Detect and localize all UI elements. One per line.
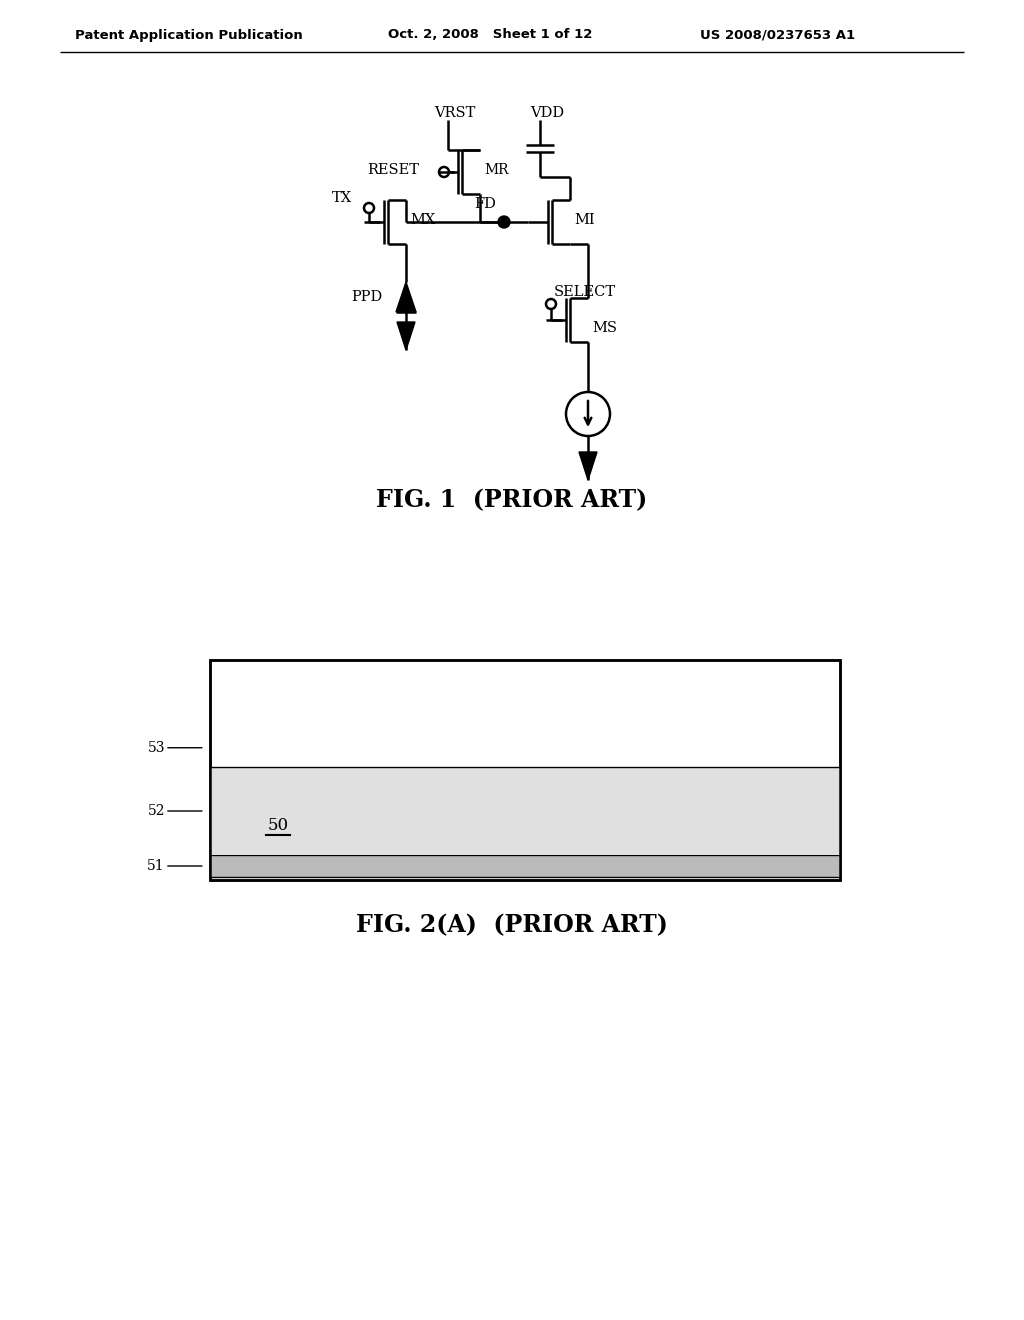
- Text: MR: MR: [484, 162, 509, 177]
- Text: TX: TX: [332, 191, 352, 205]
- Text: FD: FD: [474, 197, 496, 211]
- Polygon shape: [579, 451, 597, 480]
- Bar: [210, 660, 840, 880]
- Text: FIG. 2(A)  (PRIOR ART): FIG. 2(A) (PRIOR ART): [356, 913, 668, 937]
- Text: 53: 53: [147, 741, 202, 755]
- Text: 52: 52: [147, 804, 202, 818]
- Polygon shape: [396, 282, 416, 312]
- Text: Patent Application Publication: Patent Application Publication: [75, 29, 303, 41]
- Text: 50: 50: [267, 817, 289, 833]
- Polygon shape: [397, 322, 415, 350]
- Text: MX: MX: [410, 213, 435, 227]
- Text: SELECT: SELECT: [554, 285, 616, 300]
- Text: 51: 51: [147, 859, 202, 873]
- Bar: [210, 855, 840, 876]
- Text: VDD: VDD: [530, 106, 564, 120]
- Circle shape: [498, 216, 510, 228]
- Text: MS: MS: [592, 321, 617, 335]
- Bar: [210, 767, 840, 855]
- Text: VRST: VRST: [434, 106, 475, 120]
- Text: FIG. 1  (PRIOR ART): FIG. 1 (PRIOR ART): [377, 488, 647, 512]
- Text: PPD: PPD: [351, 290, 382, 304]
- Text: Oct. 2, 2008   Sheet 1 of 12: Oct. 2, 2008 Sheet 1 of 12: [388, 29, 592, 41]
- Text: RESET: RESET: [367, 162, 419, 177]
- Text: MI: MI: [574, 213, 595, 227]
- Bar: [210, 660, 840, 880]
- Text: US 2008/0237653 A1: US 2008/0237653 A1: [700, 29, 855, 41]
